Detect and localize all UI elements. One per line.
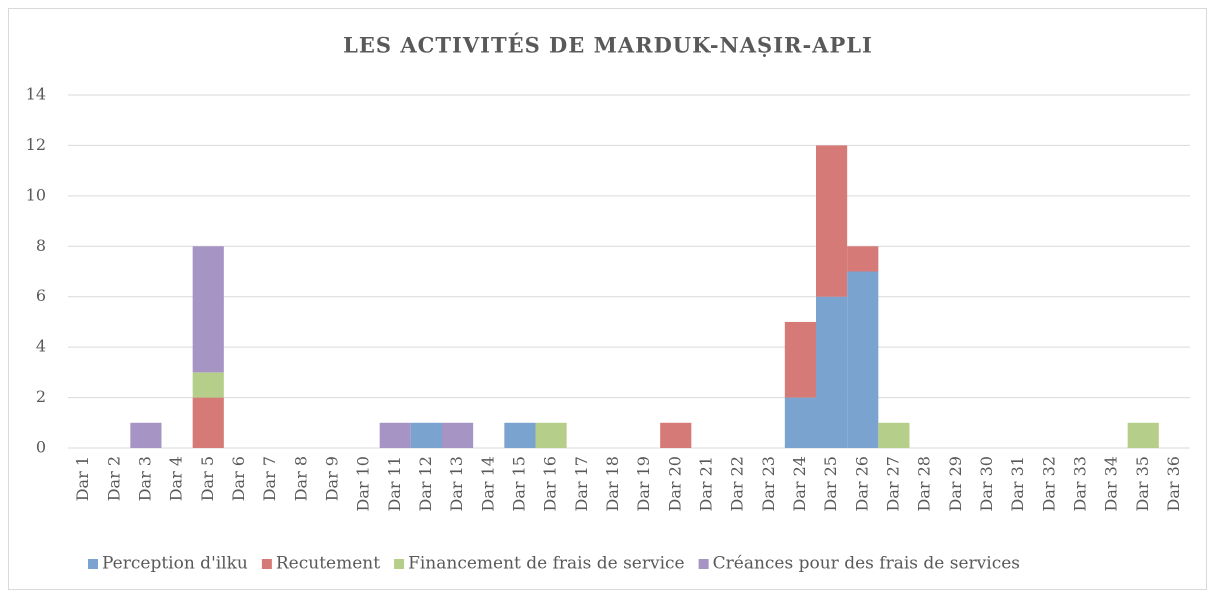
legend-label: Créances pour des frais de services — [713, 554, 1020, 574]
y-tick-label: 8 — [36, 236, 46, 255]
x-tick-label: Dar 5 — [198, 456, 217, 501]
x-tick-label: Dar 3 — [135, 456, 154, 501]
legend-swatch — [698, 559, 709, 569]
x-tick-label: Dar 6 — [229, 456, 248, 501]
y-tick-label: 10 — [26, 185, 46, 204]
x-tick-label: Dar 21 — [696, 456, 715, 511]
x-tick-label: Dar 28 — [915, 456, 934, 511]
bar-segment — [784, 397, 816, 448]
x-tick-label: Dar 24 — [790, 456, 809, 511]
x-tick-label: Dar 33 — [1070, 456, 1089, 511]
x-tick-label: Dar 20 — [665, 456, 684, 511]
bar-segment — [504, 422, 536, 448]
legend-swatch — [394, 559, 405, 569]
x-tick-label: Dar 25 — [821, 456, 840, 511]
x-tick-label: Dar 30 — [977, 456, 996, 511]
x-tick-label: Dar 18 — [603, 456, 622, 511]
bar-segment — [130, 422, 162, 448]
bar-segment — [192, 246, 224, 373]
legend-label: Recutement — [276, 554, 380, 574]
x-tick-label: Dar 34 — [1102, 456, 1121, 511]
bar-segment — [192, 372, 224, 398]
x-tick-label: Dar 14 — [478, 456, 497, 511]
legend-swatch — [261, 559, 272, 569]
x-tick-label: Dar 26 — [852, 456, 871, 511]
bar-segment — [410, 422, 442, 448]
y-tick-label: 12 — [26, 135, 46, 154]
x-tick-label: Dar 23 — [759, 456, 778, 511]
x-tick-label: Dar 16 — [541, 456, 560, 511]
y-tick-label: 14 — [26, 85, 46, 104]
x-tick-label: Dar 8 — [291, 456, 310, 501]
x-tick-label: Dar 13 — [447, 456, 466, 511]
bar-segment — [442, 422, 474, 448]
bar-segment — [192, 397, 224, 448]
legend-label: Financement de frais de service — [408, 554, 685, 574]
bar-segment — [379, 422, 411, 448]
x-tick-label: Dar 4 — [167, 456, 186, 501]
bar-segment — [535, 422, 567, 448]
y-tick-label: 4 — [36, 337, 46, 356]
bar-segment — [816, 296, 848, 448]
x-tick-label: Dar 27 — [883, 456, 902, 511]
bar-segment — [878, 422, 910, 448]
bar-segment — [847, 246, 879, 272]
x-tick-label: Dar 35 — [1133, 456, 1152, 511]
legend-label: Perception d'ilku — [102, 554, 248, 574]
x-tick-label: Dar 11 — [385, 456, 404, 511]
legend-swatch — [88, 559, 98, 569]
y-tick-label: 0 — [36, 438, 46, 457]
chart-title: LES ACTIVITÉS DE MARDUK-NAṢIR-APLI — [343, 33, 873, 58]
x-tick-label: Dar 9 — [322, 456, 341, 501]
x-tick-label: Dar 12 — [416, 456, 435, 511]
bar-segment — [660, 422, 692, 448]
x-tick-label: Dar 36 — [1164, 456, 1183, 511]
x-tick-label: Dar 17 — [572, 456, 591, 511]
x-tick-label: Dar 22 — [728, 456, 747, 511]
x-tick-label: Dar 15 — [509, 456, 528, 511]
x-tick-label: Dar 32 — [1039, 456, 1058, 511]
x-tick-label: Dar 31 — [1008, 456, 1027, 511]
x-tick-label: Dar 10 — [354, 456, 373, 511]
x-tick-label: Dar 29 — [946, 456, 965, 511]
bar-segment — [1127, 422, 1159, 448]
x-tick-label: Dar 19 — [634, 456, 653, 511]
y-tick-label: 6 — [36, 286, 46, 305]
x-tick-label: Dar 7 — [260, 456, 279, 501]
bar-segment — [847, 271, 879, 448]
bar-segment — [816, 145, 848, 297]
bar-segment — [784, 321, 816, 398]
x-tick-label: Dar 2 — [104, 456, 123, 501]
x-tick-label: Dar 1 — [73, 456, 92, 501]
y-tick-label: 2 — [36, 387, 46, 406]
